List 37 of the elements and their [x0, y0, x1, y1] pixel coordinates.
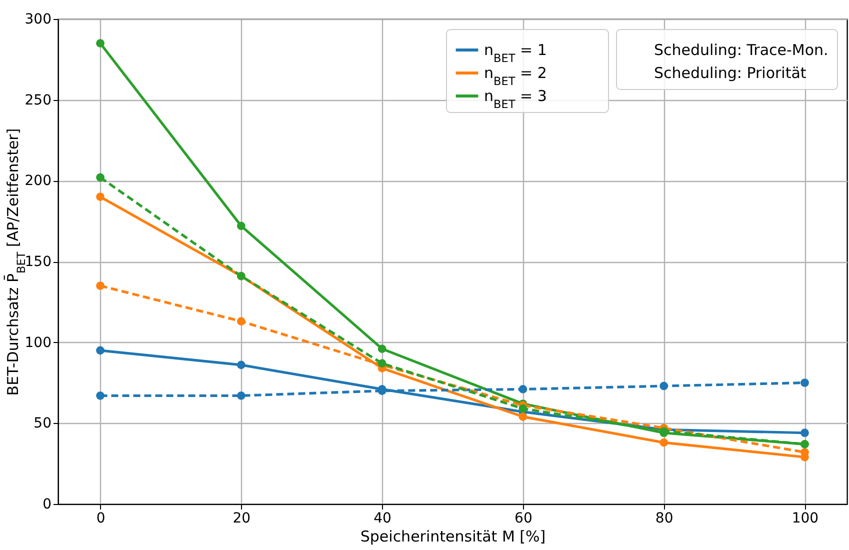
point [660, 382, 668, 390]
legend-label: n$_{BET}$ = 1 [484, 41, 547, 64]
legend-label: n$_{BET}$ = 2 [484, 64, 547, 88]
point [800, 378, 809, 387]
point [518, 404, 528, 413]
x-tick-label: 80 [655, 510, 674, 526]
y-tick-label: 50 [34, 416, 52, 432]
legend-label: n$_{BET}$ = 3 [484, 87, 547, 110]
point [518, 412, 528, 421]
y-tick-label: 300 [24, 12, 52, 28]
point [660, 438, 668, 447]
annotation: Scheduling: Priorität [654, 64, 806, 82]
x-tick-label: 60 [514, 510, 532, 526]
x-tick-label: 0 [96, 510, 106, 526]
x-tick-label: 20 [232, 510, 251, 526]
point [96, 282, 104, 290]
point [96, 173, 104, 182]
x-axis-title: Speicherintensität M [%] [360, 528, 546, 546]
x-tick-label: 40 [374, 510, 392, 526]
y-tick-label: 250 [24, 92, 52, 108]
point [96, 346, 104, 355]
y-tick-label: 150 [24, 254, 52, 270]
point [236, 317, 246, 326]
point [800, 428, 809, 438]
annotation: Scheduling: Trace-Mon. [654, 41, 828, 59]
point [518, 385, 528, 394]
point [236, 222, 246, 230]
point [96, 39, 104, 48]
y-tick-label: 200 [24, 173, 52, 190]
y-tick-label: 100 [24, 334, 52, 351]
x-tick-label: 100 [792, 510, 819, 526]
y-tick-label: 0 [42, 496, 52, 512]
point [96, 392, 104, 400]
point [96, 192, 104, 202]
point [236, 360, 246, 370]
point [378, 344, 386, 353]
point [236, 392, 246, 400]
